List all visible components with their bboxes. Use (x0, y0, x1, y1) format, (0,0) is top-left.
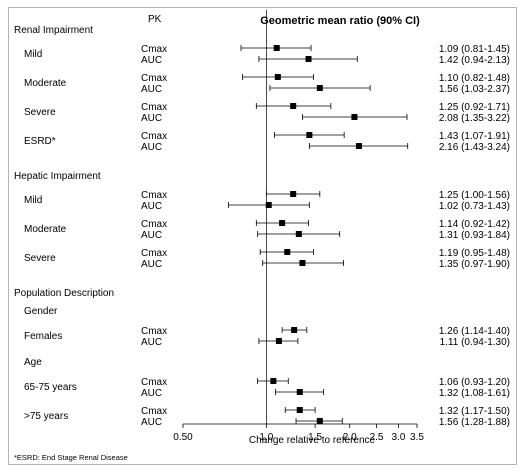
group-label: Mild (24, 195, 42, 206)
x-axis-label: Change relative to reference (249, 435, 376, 446)
point-estimate (274, 74, 281, 80)
ratio-ci-text: 1.25 (1.00-1.56) (439, 190, 510, 201)
subsection-label: Gender (24, 306, 58, 317)
footnote: *ESRD: End Stage Renal Disease (14, 453, 128, 462)
pk-label: AUC (141, 113, 162, 124)
x-tick-label: 2.0 (343, 432, 357, 443)
header-ci: Geometric mean ratio (90% CI) (260, 15, 420, 27)
point-estimate (290, 103, 297, 109)
point-estimate (273, 45, 280, 51)
group-label: Moderate (24, 224, 67, 235)
group-label: Severe (24, 253, 56, 264)
ratio-ci-text: 1.42 (0.94-2.13) (439, 55, 510, 66)
ratio-ci-text: 1.10 (0.82-1.48) (439, 73, 510, 84)
point-estimate (355, 143, 362, 149)
pk-label: AUC (141, 259, 162, 270)
ratio-ci-text: 1.26 (1.14-1.40) (439, 326, 510, 337)
ratio-ci-text: 1.25 (0.92-1.71) (439, 102, 510, 113)
ratio-ci-text: 1.32 (1.17-1.50) (439, 406, 510, 417)
header-pk: PK (148, 14, 162, 25)
pk-label: AUC (141, 84, 162, 95)
point-estimate (295, 231, 302, 237)
ratio-ci-text: 1.32 (1.08-1.61) (439, 388, 510, 399)
x-tick-label: 2.5 (370, 432, 384, 443)
group-label: Moderate (24, 78, 67, 89)
pk-label: Cmax (141, 131, 167, 142)
ratio-ci-text: 1.06 (0.93-1.20) (439, 377, 510, 388)
pk-label: AUC (141, 337, 162, 348)
pk-label: AUC (141, 55, 162, 66)
x-tick-label: 1.0 (259, 432, 273, 443)
group-label: 65-75 years (24, 382, 77, 393)
section-label: Population Description (14, 288, 114, 299)
pk-label: Cmax (141, 406, 167, 417)
pk-label: AUC (141, 201, 162, 212)
x-tick-label: 1.5 (308, 432, 322, 443)
group-label: Females (24, 331, 62, 342)
ratio-ci-text: 1.56 (1.28-1.88) (439, 417, 510, 428)
ratio-ci-text: 1.35 (0.97-1.90) (439, 259, 510, 270)
ratio-ci-text: 1.11 (0.94-1.30) (440, 337, 510, 348)
figure-frame (8, 7, 517, 465)
section-label: Renal Impairment (14, 25, 93, 36)
ratio-ci-text: 1.56 (1.03-2.37) (439, 84, 510, 95)
pk-label: AUC (141, 388, 162, 399)
group-label: >75 years (24, 411, 68, 422)
pk-label: Cmax (141, 326, 167, 337)
pk-label: AUC (141, 230, 162, 241)
pk-label: Cmax (141, 44, 167, 55)
point-estimate (279, 220, 286, 226)
x-tick-label: 3.0 (392, 432, 406, 443)
pk-label: Cmax (141, 219, 167, 230)
ratio-ci-text: 1.43 (1.07-1.91) (439, 131, 510, 142)
x-tick-label: 0.50 (173, 432, 193, 443)
point-estimate (270, 378, 277, 384)
x-tick-label: 3.5 (410, 432, 424, 443)
point-estimate (265, 202, 272, 208)
ratio-ci-text: 1.31 (0.93-1.84) (439, 230, 510, 241)
point-estimate (296, 389, 303, 395)
point-estimate (316, 85, 323, 91)
point-estimate (275, 338, 282, 344)
ratio-ci-text: 2.16 (1.43-3.24) (439, 142, 510, 153)
pk-label: AUC (141, 142, 162, 153)
point-estimate (291, 327, 298, 333)
group-label: Mild (24, 49, 42, 60)
ratio-ci-text: 1.02 (0.73-1.43) (439, 201, 510, 212)
point-estimate (284, 249, 291, 255)
point-estimate (305, 56, 312, 62)
group-label: ESRD* (24, 136, 56, 147)
subsection-label: Age (24, 357, 42, 368)
pk-label: Cmax (141, 73, 167, 84)
ratio-ci-text: 1.14 (0.92-1.42) (439, 219, 510, 230)
ratio-ci-text: 2.08 (1.35-3.22) (439, 113, 510, 124)
pk-label: Cmax (141, 248, 167, 259)
section-label: Hepatic Impairment (14, 171, 101, 182)
pk-label: AUC (141, 417, 162, 428)
point-estimate (316, 418, 323, 424)
point-estimate (290, 191, 297, 197)
x-axis: 0.50 1.0 1.5 2.0 2.5 3.0 3.5 (173, 10, 424, 443)
point-estimate (306, 132, 313, 138)
pk-label: Cmax (141, 377, 167, 388)
ratio-ci-text: 1.19 (0.95-1.48) (439, 248, 510, 259)
pk-label: Cmax (141, 102, 167, 113)
rows-layer: Renal Impairment Mild Cmax 1.09 (0.81-1.45)… (14, 25, 510, 428)
ratio-ci-text: 1.09 (0.81-1.45) (439, 44, 510, 55)
point-estimate (296, 407, 303, 413)
pk-label: Cmax (141, 190, 167, 201)
group-label: Severe (24, 107, 56, 118)
point-estimate (351, 114, 358, 120)
point-estimate (299, 260, 306, 266)
